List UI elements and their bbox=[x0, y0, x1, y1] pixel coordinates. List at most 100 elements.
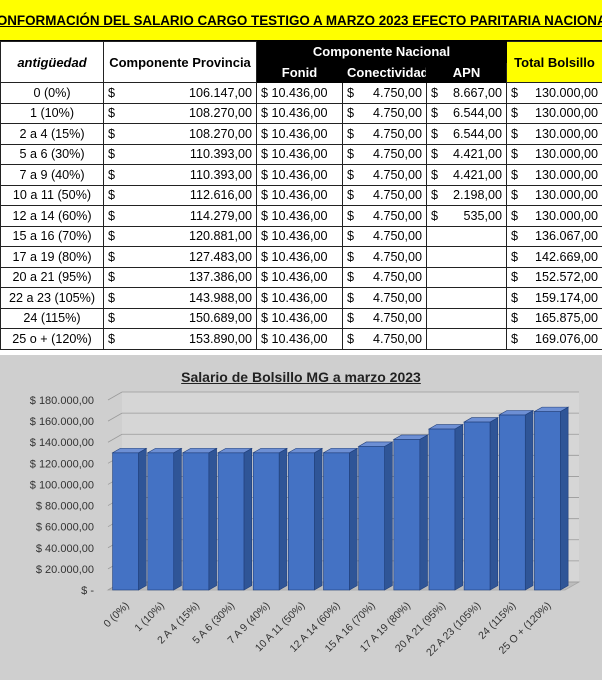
cell-fonid: $ 10.436,00 bbox=[256, 287, 343, 309]
currency-sign: $ bbox=[511, 188, 519, 203]
cell-apn-value: 8.667,00 bbox=[452, 85, 502, 100]
cell-fonid: $ 10.436,00 bbox=[256, 246, 343, 268]
y-tick-label: $ 60.000,00 bbox=[36, 522, 94, 534]
cell-antiguedad-value: 0 (0%) bbox=[33, 85, 71, 100]
cell-total-value: 130.000,00 bbox=[534, 147, 598, 162]
bar-top bbox=[181, 448, 218, 454]
bar-side bbox=[278, 447, 288, 591]
cell-provincia: $108.270,00 bbox=[103, 102, 257, 124]
cell-conectividad: $4.750,00 bbox=[342, 246, 427, 268]
y-tick-label: $ 120.000,00 bbox=[30, 458, 94, 470]
y-tick-label: $ - bbox=[81, 585, 94, 597]
currency-sign: $ bbox=[347, 126, 355, 141]
cell-fonid-value: $ 10.436,00 bbox=[261, 106, 328, 121]
cell-provincia: $120.881,00 bbox=[103, 225, 257, 247]
cell-fonid: $ 10.436,00 bbox=[256, 164, 343, 186]
cell-fonid: $ 10.436,00 bbox=[256, 266, 343, 288]
cell-conectividad: $4.750,00 bbox=[342, 287, 427, 309]
cell-antiguedad-value: 1 (10%) bbox=[29, 106, 75, 121]
bar-top bbox=[216, 448, 253, 454]
bar bbox=[112, 452, 139, 591]
cell-apn bbox=[426, 266, 507, 288]
cell-fonid-value: $ 10.436,00 bbox=[261, 290, 328, 305]
currency-sign: $ bbox=[108, 331, 116, 346]
cell-total-value: 130.000,00 bbox=[534, 208, 598, 223]
cell-conectividad-value: 4.750,00 bbox=[372, 188, 422, 203]
cell-total-value: 152.572,00 bbox=[534, 270, 598, 285]
cell-apn: $4.421,00 bbox=[426, 164, 507, 186]
cell-fonid-value: $ 10.436,00 bbox=[261, 147, 328, 162]
table-row: 2 a 4 (15%) $108.270,00 $ 10.436,00 $4.750,… bbox=[0, 123, 602, 145]
header-provincia: Componente Provincia bbox=[103, 41, 257, 83]
table-row: 15 a 16 (70%) $120.881,00 $ 10.436,00 $4.75… bbox=[0, 225, 602, 247]
cell-apn: $2.198,00 bbox=[426, 184, 507, 206]
cell-antiguedad: 0 (0%) bbox=[0, 82, 104, 104]
currency-sign: $ bbox=[108, 85, 116, 100]
cell-provincia-value: 120.881,00 bbox=[188, 229, 252, 244]
cell-conectividad-value: 4.750,00 bbox=[372, 229, 422, 244]
bar-top bbox=[287, 448, 324, 454]
bar-side bbox=[138, 447, 147, 591]
cell-antiguedad-value: 5 a 6 (30%) bbox=[19, 147, 85, 162]
cell-provincia-value: 127.483,00 bbox=[188, 249, 252, 264]
cell-provincia: $143.988,00 bbox=[103, 287, 257, 309]
currency-sign: $ bbox=[347, 229, 355, 244]
bar bbox=[428, 428, 456, 591]
cell-conectividad: $4.750,00 bbox=[342, 266, 427, 288]
currency-sign: $ bbox=[511, 147, 519, 162]
currency-sign: $ bbox=[347, 270, 355, 285]
bar-top bbox=[533, 406, 570, 412]
table-row: 24 (115%) $150.689,00 $ 10.436,00 $4.750,00… bbox=[0, 307, 602, 329]
currency-sign: $ bbox=[431, 106, 439, 121]
cell-provincia: $106.147,00 bbox=[103, 82, 257, 104]
bar-top bbox=[146, 448, 183, 454]
bar bbox=[182, 452, 210, 591]
bar bbox=[463, 421, 491, 591]
cell-provincia-value: 137.386,00 bbox=[188, 270, 252, 285]
y-tick-label: $ 180.000,00 bbox=[30, 395, 94, 407]
bar-chart: $ - $ 20.000,00 $ 40.000,00 $ 60.000,00 $ 80… bbox=[30, 391, 581, 659]
currency-sign: $ bbox=[511, 311, 519, 326]
bar-top bbox=[427, 424, 464, 430]
cell-provincia-value: 110.393,00 bbox=[189, 147, 252, 162]
currency-sign: $ bbox=[511, 229, 519, 244]
currency-sign: $ bbox=[511, 85, 519, 100]
currency-sign: $ bbox=[511, 106, 519, 121]
currency-sign: $ bbox=[511, 270, 519, 285]
bar-side bbox=[173, 447, 182, 591]
cell-fonid-value: $ 10.436,00 bbox=[261, 167, 328, 182]
cell-conectividad-value: 4.750,00 bbox=[372, 270, 422, 285]
currency-sign: $ bbox=[431, 126, 439, 141]
cell-provincia: $114.279,00 bbox=[103, 205, 257, 227]
y-tick-label: $ 100.000,00 bbox=[30, 479, 94, 491]
cell-provincia: $112.616,00 bbox=[103, 184, 257, 206]
table-row: 1 (10%) $108.270,00 $ 10.436,00 $4.750,00 $6… bbox=[0, 102, 602, 124]
bar bbox=[498, 414, 526, 591]
currency-sign: $ bbox=[347, 147, 355, 162]
table-row: 7 a 9 (40%) $110.393,00 $ 10.436,00 $4.750,… bbox=[0, 164, 602, 186]
cell-conectividad: $4.750,00 bbox=[342, 184, 427, 206]
bar-top bbox=[322, 448, 359, 454]
cell-fonid-value: $ 10.436,00 bbox=[261, 85, 328, 100]
gridline-side bbox=[107, 412, 123, 422]
cell-fonid-value: $ 10.436,00 bbox=[261, 126, 328, 141]
bar bbox=[534, 411, 561, 591]
bar-side bbox=[489, 417, 499, 591]
cell-conectividad: $4.750,00 bbox=[342, 225, 427, 247]
chart-title: Salario de Bolsillo MG a marzo 2023 bbox=[181, 369, 421, 385]
currency-sign: $ bbox=[347, 85, 355, 100]
bar bbox=[393, 439, 421, 591]
currency-sign: $ bbox=[511, 249, 519, 264]
cell-conectividad-value: 4.750,00 bbox=[372, 85, 422, 100]
cell-total-value: 165.875,00 bbox=[534, 311, 598, 326]
title-bar: CONFORMACIÓN DEL SALARIO CARGO TESTIGO A… bbox=[0, 0, 602, 41]
cell-apn-value: 4.421,00 bbox=[452, 147, 502, 162]
currency-sign: $ bbox=[108, 106, 116, 121]
header-antiguedad: antigüedad bbox=[0, 41, 104, 83]
cell-antiguedad: 1 (10%) bbox=[0, 102, 104, 124]
cell-total: $130.000,00 bbox=[506, 102, 602, 124]
currency-sign: $ bbox=[108, 167, 116, 182]
cell-conectividad-value: 4.750,00 bbox=[372, 147, 422, 162]
y-tick-label: $ 80.000,00 bbox=[36, 501, 94, 513]
y-tick-label: $ 160.000,00 bbox=[30, 416, 94, 428]
